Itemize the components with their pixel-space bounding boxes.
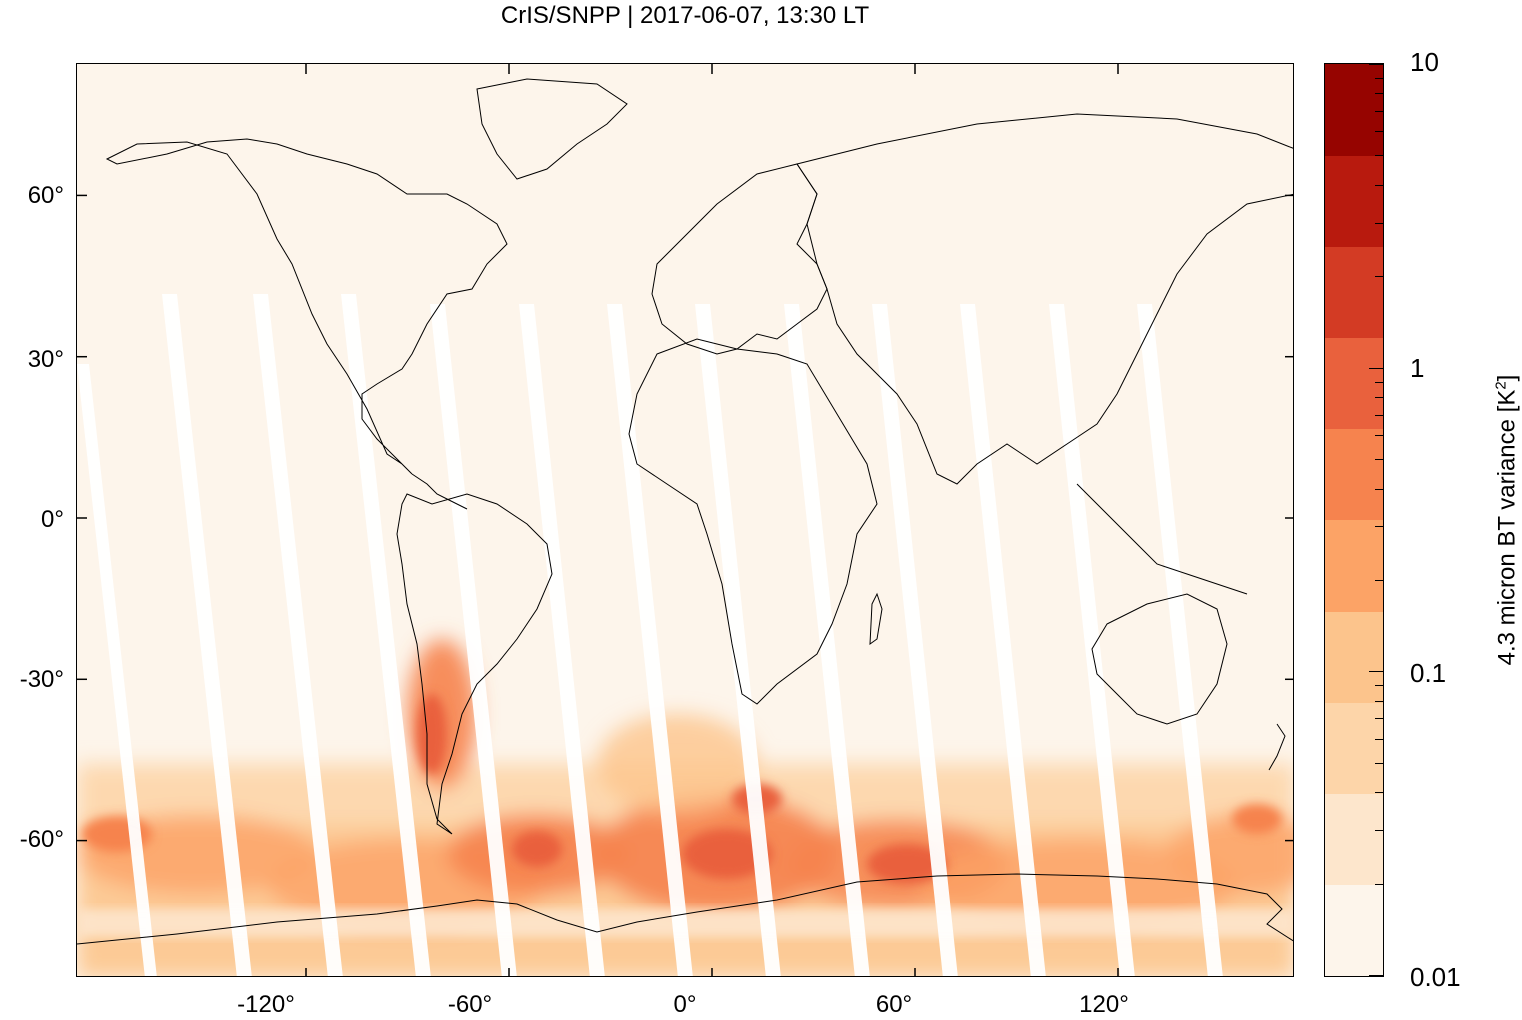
colorbar-tick-mark (1375, 792, 1383, 794)
colorbar-tick-1: 1 (1410, 353, 1425, 383)
colorbar-tick-mark (1375, 397, 1383, 399)
colorbar-tick-mark (1375, 155, 1383, 157)
colorbar-segment (1325, 610, 1383, 703)
coastline-southeast-asia (1076, 483, 1248, 595)
colorbar-tick-mark (1375, 738, 1383, 740)
colorbar-tick-mark (1375, 488, 1383, 490)
coastline-africa (628, 338, 878, 705)
coastline-central-america (411, 473, 468, 510)
colorbar-tick-mark (1375, 435, 1383, 437)
lat-tick-0: 0° (41, 506, 64, 533)
colorbar-tick-mark (1369, 671, 1383, 673)
colorbar-tick-mark (1375, 685, 1383, 687)
colorbar-tick-0-01: 0.01 (1410, 962, 1461, 992)
colorbar-tick-mark (1375, 526, 1383, 528)
colorbar-segment (1325, 701, 1383, 794)
lat-tick-minus-60: -60° (19, 826, 64, 853)
colorbar-tick-mark (1375, 883, 1383, 885)
coastline-australia (1091, 593, 1228, 725)
colorbar-tick-mark (1375, 718, 1383, 720)
lon-tick-60: 60° (875, 991, 913, 1018)
colorbar-segment (1325, 428, 1383, 521)
colorbar-tick-mark (1375, 762, 1383, 764)
colorbar-tick-mark (1375, 77, 1383, 79)
colorbar-segment (1325, 155, 1383, 248)
colorbar-segment (1325, 64, 1383, 156)
colorbar-tick-mark (1375, 111, 1383, 113)
colorbar-tick-0-1: 0.1 (1410, 658, 1447, 688)
map-plot-area (76, 63, 1294, 977)
colorbar-tick-mark (1375, 579, 1383, 581)
world-map (77, 64, 1293, 976)
coastline-new-zealand (1268, 723, 1286, 771)
colorbar-tick-mark (1375, 381, 1383, 383)
colorbar-segment (1325, 792, 1383, 885)
swath-gaps (77, 294, 1223, 976)
lat-tick-minus-30: -30° (19, 666, 64, 693)
colorbar-tick-mark (1375, 222, 1383, 224)
colorbar-tick-mark (1375, 93, 1383, 95)
lat-tick-30: 30° (27, 346, 64, 373)
colorbar-segment (1325, 883, 1383, 976)
colorbar-tick-mark (1375, 131, 1383, 133)
coastline-greenland (476, 78, 628, 180)
lat-tick-60: 60° (27, 182, 64, 209)
chart-title: CrIS/SNPP | 2017-06-07, 13:30 LT (500, 2, 870, 29)
colorbar-title: 4.3 micron BT variance [K2] (1492, 374, 1521, 666)
coastlines (77, 78, 1293, 945)
colorbar-segment (1325, 519, 1383, 612)
coastline-madagascar (869, 592, 883, 646)
colorbar-segment (1325, 337, 1383, 430)
colorbar-tick-mark (1375, 459, 1383, 461)
colorbar-tick-mark (1369, 975, 1383, 976)
colorbar-tick-mark (1369, 367, 1383, 369)
colorbar-tick-mark (1375, 830, 1383, 832)
coastline-south-america (396, 493, 553, 835)
coastline-antarctica (77, 873, 1293, 945)
lon-tick-minus-120: -120° (237, 991, 295, 1018)
lon-tick-120: 120° (1079, 991, 1129, 1018)
variance-hotspots (82, 694, 1282, 884)
colorbar-tick-mark (1375, 700, 1383, 702)
coastline-north-america (105, 138, 508, 475)
colorbar-tick-mark (1375, 276, 1383, 278)
coastline-asia (796, 113, 1293, 485)
colorbar-tick-mark (1375, 414, 1383, 416)
lon-tick-minus-60: -60° (447, 991, 493, 1018)
colorbar-tick-mark (1369, 64, 1383, 65)
colorbar-tick-mark (1375, 184, 1383, 186)
colorbar (1324, 63, 1384, 977)
colorbar-tick-10: 10 (1410, 47, 1439, 77)
lon-tick-0: 0° (673, 991, 697, 1018)
colorbar-segment (1325, 246, 1383, 339)
